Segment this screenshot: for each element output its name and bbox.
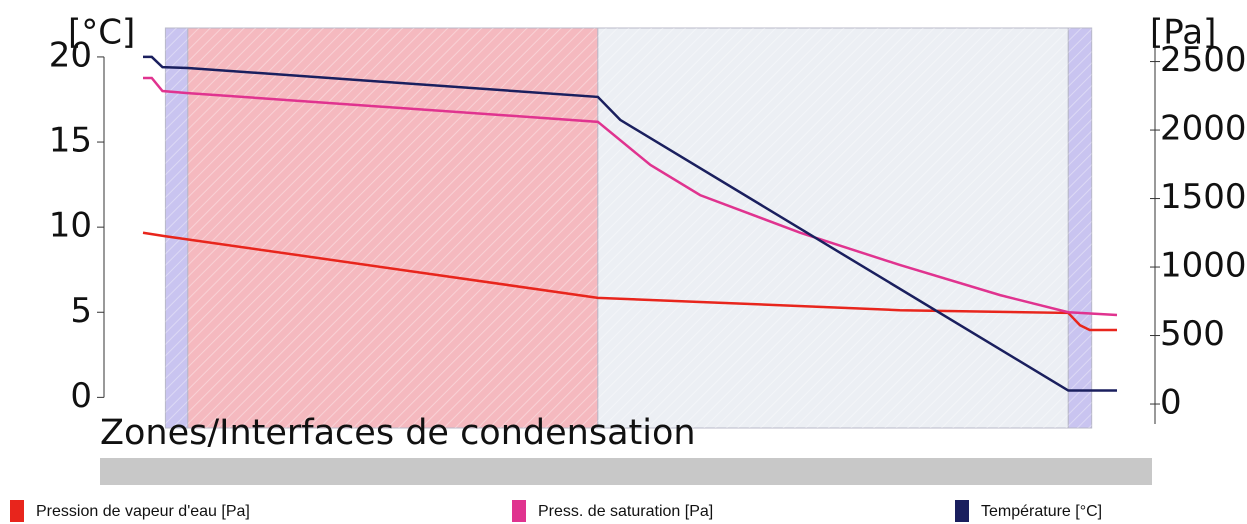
zones xyxy=(164,27,1093,429)
legend-label: Pression de vapeur d'eau [Pa] xyxy=(36,503,250,520)
zone-hatch xyxy=(187,28,598,428)
y2-tick-label: 2000 xyxy=(1160,109,1247,149)
y2-tick-label: 500 xyxy=(1160,314,1225,354)
legend-swatch xyxy=(955,500,969,522)
condensation-bar xyxy=(100,458,1152,485)
y2-axis-label: [Pa] xyxy=(1150,13,1216,53)
y2-tick-label: 1000 xyxy=(1160,246,1247,286)
legend: Pression de vapeur d'eau [Pa] Press. de s… xyxy=(10,500,1102,522)
legend-swatch xyxy=(10,500,24,522)
y2-tick-label: 0 xyxy=(1160,383,1182,423)
lines xyxy=(142,55,1118,392)
y-axis-label: [°C] xyxy=(68,13,135,53)
series-line xyxy=(143,55,1117,392)
zone-hatch xyxy=(165,28,188,428)
annotation: Zones/Interfaces de condensation xyxy=(100,413,696,453)
y2-tick-label: 1500 xyxy=(1160,177,1247,217)
axes: 0 5 10 15 20 0 500 1000 1500 2000 2500 xyxy=(49,35,1247,425)
series-line xyxy=(142,231,1117,332)
legend-label: Température [°C] xyxy=(981,503,1102,520)
y-tick-label: 20 xyxy=(49,35,92,75)
zone-hatch xyxy=(1068,28,1092,428)
y-tick-label: 10 xyxy=(49,206,92,246)
y-tick-label: 5 xyxy=(70,291,92,331)
zone-hatch xyxy=(597,28,1069,428)
series-line xyxy=(143,76,1118,317)
y-tick-label: 0 xyxy=(70,376,92,416)
y2-tick-label: 2500 xyxy=(1160,40,1247,80)
y-tick-label: 15 xyxy=(49,121,92,161)
legend-label: Press. de saturation [Pa] xyxy=(538,503,713,520)
legend-swatch xyxy=(512,500,526,522)
